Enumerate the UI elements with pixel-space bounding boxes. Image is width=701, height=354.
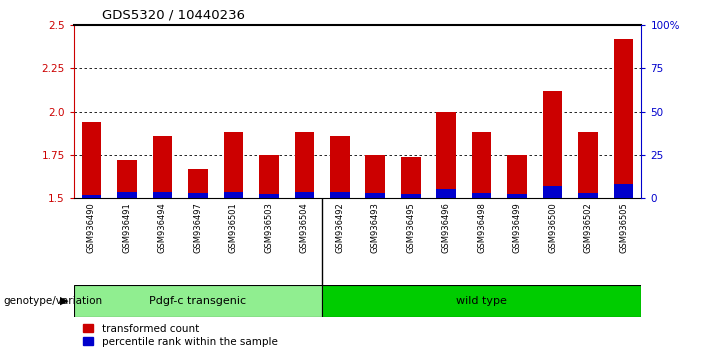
Text: GSM936502: GSM936502 [584,202,592,253]
Bar [259,194,278,198]
Text: GSM936493: GSM936493 [371,202,380,253]
Bar [117,192,137,198]
Bar [365,193,385,198]
Bar [508,194,527,198]
Bar [401,194,421,198]
Text: wild type: wild type [456,296,507,306]
Text: GSM936496: GSM936496 [442,202,451,253]
Text: GSM936491: GSM936491 [123,202,131,253]
Bar [188,169,207,198]
Bar [224,192,243,198]
Bar [330,136,350,198]
Bar [188,193,207,198]
Bar [437,189,456,198]
Text: GSM936505: GSM936505 [619,202,628,253]
Text: GSM936490: GSM936490 [87,202,96,253]
Bar [472,193,491,198]
Text: GSM936492: GSM936492 [335,202,344,253]
Bar [614,39,634,198]
Text: GSM936504: GSM936504 [300,202,308,253]
Bar [322,285,641,317]
Bar [81,122,101,198]
Bar [578,132,598,198]
Bar [437,112,456,198]
Text: ▶: ▶ [60,296,68,306]
Text: Pdgf-c transgenic: Pdgf-c transgenic [149,296,246,306]
Text: GSM936498: GSM936498 [477,202,486,253]
Bar [74,285,322,317]
Bar [81,195,101,198]
Text: GSM936503: GSM936503 [264,202,273,253]
Bar [365,155,385,198]
Text: GSM936499: GSM936499 [512,202,522,253]
Text: GDS5320 / 10440236: GDS5320 / 10440236 [102,9,245,22]
Bar [117,160,137,198]
Bar [294,132,314,198]
Bar [294,192,314,198]
Bar [330,192,350,198]
Bar [543,186,562,198]
Bar [543,91,562,198]
Bar [153,136,172,198]
Text: GSM936497: GSM936497 [193,202,203,253]
Text: GSM936494: GSM936494 [158,202,167,253]
Text: GSM936495: GSM936495 [407,202,415,253]
Bar [153,192,172,198]
Bar [578,193,598,198]
Bar [224,132,243,198]
Bar [259,155,278,198]
Text: genotype/variation: genotype/variation [4,296,102,306]
Bar [401,156,421,198]
Bar [508,155,527,198]
Legend: transformed count, percentile rank within the sample: transformed count, percentile rank withi… [79,320,282,351]
Text: GSM936501: GSM936501 [229,202,238,253]
Bar [614,184,634,198]
Text: GSM936500: GSM936500 [548,202,557,253]
Bar [472,132,491,198]
